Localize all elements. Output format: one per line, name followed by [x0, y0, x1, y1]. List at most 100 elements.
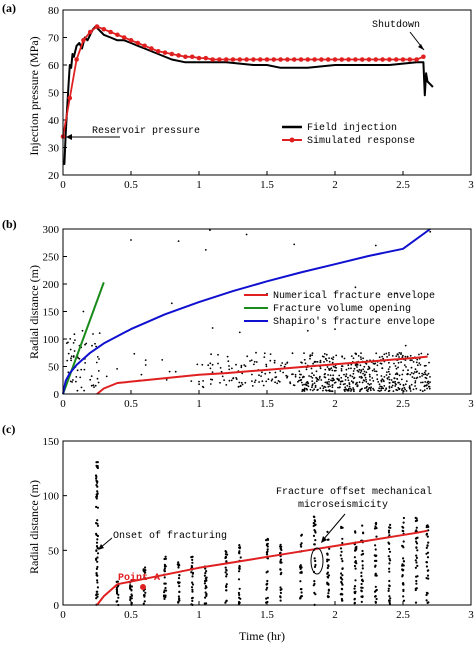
xtick-label: 3 [468, 609, 474, 621]
event-point [419, 389, 422, 392]
event-point [415, 546, 418, 549]
event-point [165, 379, 168, 381]
event-point [427, 380, 430, 383]
event-point [414, 381, 417, 384]
event-point [402, 516, 405, 520]
event-point [96, 565, 99, 569]
event-point [228, 365, 230, 367]
event-point [340, 572, 343, 575]
event-point [300, 588, 303, 591]
event-point [375, 370, 378, 373]
event-point [300, 591, 303, 594]
event-point [419, 364, 422, 366]
event-point [326, 553, 329, 556]
event-point [428, 387, 431, 390]
event-point [84, 362, 86, 364]
event-point [323, 385, 326, 388]
event-point [344, 386, 347, 389]
event-point [310, 375, 312, 378]
event-point [387, 531, 391, 534]
event-point [279, 568, 282, 571]
event-point [387, 589, 390, 593]
simulated-point [135, 40, 141, 46]
point-a-label: Point A [118, 572, 160, 584]
event-point [311, 386, 313, 389]
event-point [161, 359, 164, 361]
event-point [95, 541, 99, 544]
event-point [238, 567, 241, 570]
event-point [416, 564, 419, 568]
event-point [371, 377, 374, 379]
panel-a: (a) Injection pressure (MPa) 0 0.5 1 1.5 2 2.… [2, 1, 474, 191]
event-point [130, 601, 133, 605]
event-point [425, 565, 428, 568]
event-point [84, 343, 86, 346]
event-point [313, 565, 317, 569]
event-point [428, 361, 430, 364]
xtick-label: 2.5 [396, 179, 410, 191]
event-point [378, 356, 381, 359]
ytick-label: 50 [48, 545, 60, 557]
event-point [402, 390, 405, 393]
ytick-label: 20 [48, 170, 60, 182]
event-point [312, 389, 314, 392]
event-point [388, 387, 391, 389]
event-point [362, 368, 365, 371]
event-point [414, 380, 417, 382]
legend-numerical-envelope: Numerical fracture envelope [273, 290, 435, 302]
event-point [265, 380, 268, 383]
event-point [337, 386, 339, 389]
event-point [85, 342, 88, 345]
simulated-point [339, 57, 345, 62]
event-point [350, 380, 353, 382]
event-point [230, 379, 233, 382]
event-point [316, 378, 319, 381]
event-point [427, 372, 430, 375]
event-point [429, 376, 431, 378]
event-point [258, 381, 260, 383]
event-point [328, 390, 331, 392]
event-point [129, 585, 132, 588]
event-point [340, 376, 343, 379]
event-point [196, 363, 199, 366]
event-point [294, 373, 297, 376]
event-point [331, 384, 334, 387]
simulated-point [278, 57, 283, 62]
event-point [225, 560, 228, 563]
event-point [130, 239, 132, 241]
event-point [362, 357, 364, 360]
simulated-point [108, 29, 113, 35]
event-point [300, 570, 303, 573]
event-point [330, 357, 333, 360]
event-point [211, 363, 214, 366]
xtick-label: 0 [60, 609, 66, 621]
event-point [394, 373, 397, 376]
event-point [328, 547, 331, 550]
event-point [366, 390, 369, 393]
event-point [95, 479, 98, 482]
event-point [360, 586, 363, 589]
event-point [93, 386, 95, 388]
event-point [311, 377, 314, 379]
event-point [377, 381, 380, 383]
event-point [343, 357, 346, 360]
offset-arrow [322, 513, 346, 541]
event-point [266, 542, 269, 545]
event-point [204, 587, 207, 590]
event-point [326, 366, 329, 368]
event-point [326, 571, 329, 574]
event-point [357, 355, 360, 357]
event-point [369, 375, 371, 378]
event-point [232, 377, 234, 380]
event-point [330, 390, 333, 392]
event-point [347, 367, 350, 370]
event-point [336, 377, 339, 380]
event-point [237, 591, 240, 595]
event-point [279, 543, 282, 546]
simulated-response-line [62, 25, 424, 137]
simulated-point [230, 57, 236, 62]
event-point [143, 595, 146, 598]
event-point [89, 378, 92, 381]
ytick-label: 60 [48, 60, 60, 72]
event-point [205, 576, 208, 579]
